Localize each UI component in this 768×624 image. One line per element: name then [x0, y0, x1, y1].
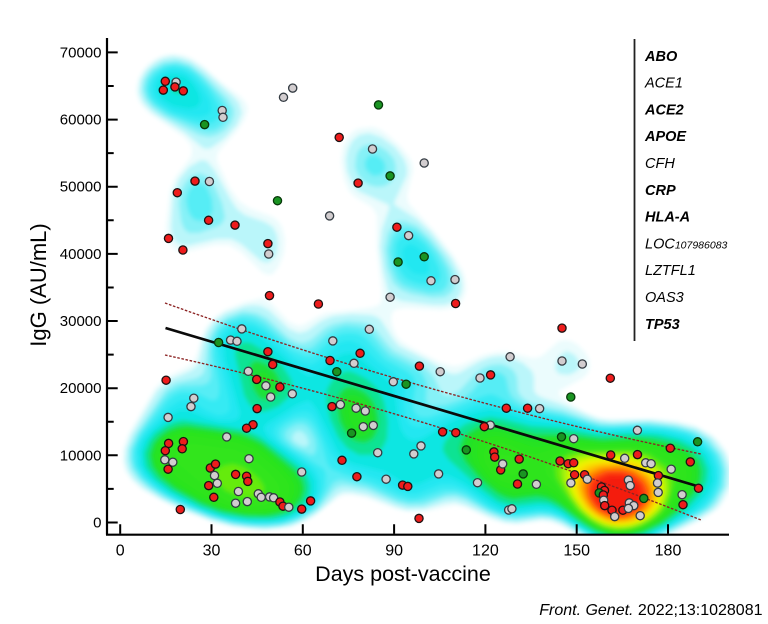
svg-text:APOE: APOE	[644, 129, 687, 145]
svg-text:30: 30	[203, 543, 221, 560]
svg-text:HLA-A: HLA-A	[645, 210, 690, 226]
svg-text:90: 90	[385, 543, 403, 560]
svg-text:TP53: TP53	[645, 317, 680, 333]
svg-text:LZTFL1: LZTFL1	[645, 263, 696, 279]
svg-text:0: 0	[93, 515, 101, 532]
svg-text:ACE1: ACE1	[644, 76, 683, 92]
svg-text:LOC107986083: LOC107986083	[645, 236, 728, 252]
svg-text:CRP: CRP	[645, 183, 676, 199]
svg-text:IgG (AU/mL): IgG (AU/mL)	[26, 223, 51, 346]
svg-text:0: 0	[116, 543, 125, 560]
svg-text:70000: 70000	[60, 44, 102, 61]
svg-text:20000: 20000	[60, 380, 102, 397]
svg-text:ACE2: ACE2	[644, 102, 684, 118]
svg-text:50000: 50000	[60, 179, 102, 196]
svg-text:Front. Genet. 2022;13:1028081: Front. Genet. 2022;13:1028081	[539, 602, 762, 619]
svg-text:40000: 40000	[60, 246, 102, 263]
svg-text:10000: 10000	[60, 447, 102, 464]
svg-text:150: 150	[563, 543, 590, 560]
svg-text:120: 120	[472, 543, 499, 560]
svg-text:30000: 30000	[60, 313, 102, 330]
svg-text:Days post-vaccine: Days post-vaccine	[315, 562, 491, 586]
svg-text:ABO: ABO	[644, 49, 678, 65]
svg-text:OAS3: OAS3	[645, 290, 684, 306]
svg-text:CFH: CFH	[645, 156, 675, 172]
svg-text:180: 180	[655, 543, 682, 560]
svg-text:60000: 60000	[60, 112, 102, 129]
svg-text:60: 60	[294, 543, 312, 560]
